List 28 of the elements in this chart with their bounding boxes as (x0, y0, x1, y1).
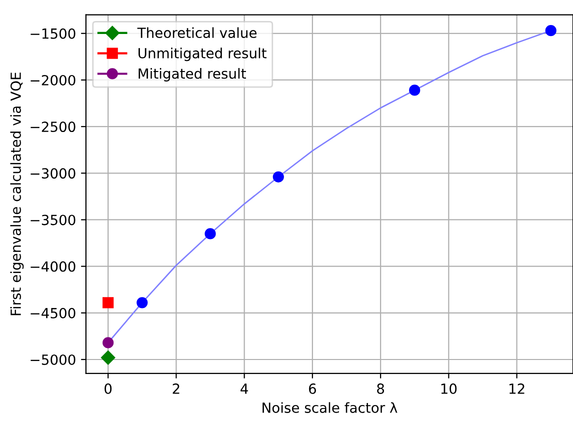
x-axis-title: Noise scale factor λ (262, 402, 398, 413)
point (101, 350, 116, 365)
y-tick-label: −3000 (30, 168, 76, 179)
x-tick-label: 10 (441, 383, 457, 394)
x-tick-label: 2 (172, 383, 180, 394)
y-axis-title: First eigenvalue calculated via VQE (10, 72, 24, 316)
y-tick-label: −1500 (30, 28, 76, 39)
point (204, 228, 216, 240)
y-tick-label: −2500 (30, 122, 76, 132)
point (102, 297, 114, 308)
y-tick-label: −5000 (30, 354, 76, 365)
point (136, 297, 148, 308)
x-tick-label: 0 (104, 383, 112, 394)
y-tick-label: −4500 (30, 308, 76, 318)
y-tick-label: −3500 (30, 214, 76, 226)
point (545, 25, 556, 36)
y-tick-label: −4000 (30, 261, 76, 272)
legend-label: Mitigated result (138, 68, 246, 82)
y-tick-label: −2000 (30, 74, 76, 86)
x-tick-label: 6 (308, 383, 316, 394)
x-tick-label: 12 (509, 383, 524, 394)
legend-label: Unmitigated result (138, 48, 266, 62)
point (272, 171, 284, 182)
point (102, 337, 114, 348)
x-tick-label: 8 (377, 383, 384, 394)
point (409, 84, 420, 96)
x-tick-label: 4 (240, 384, 248, 394)
legend-label: Theoretical value (137, 27, 257, 38)
